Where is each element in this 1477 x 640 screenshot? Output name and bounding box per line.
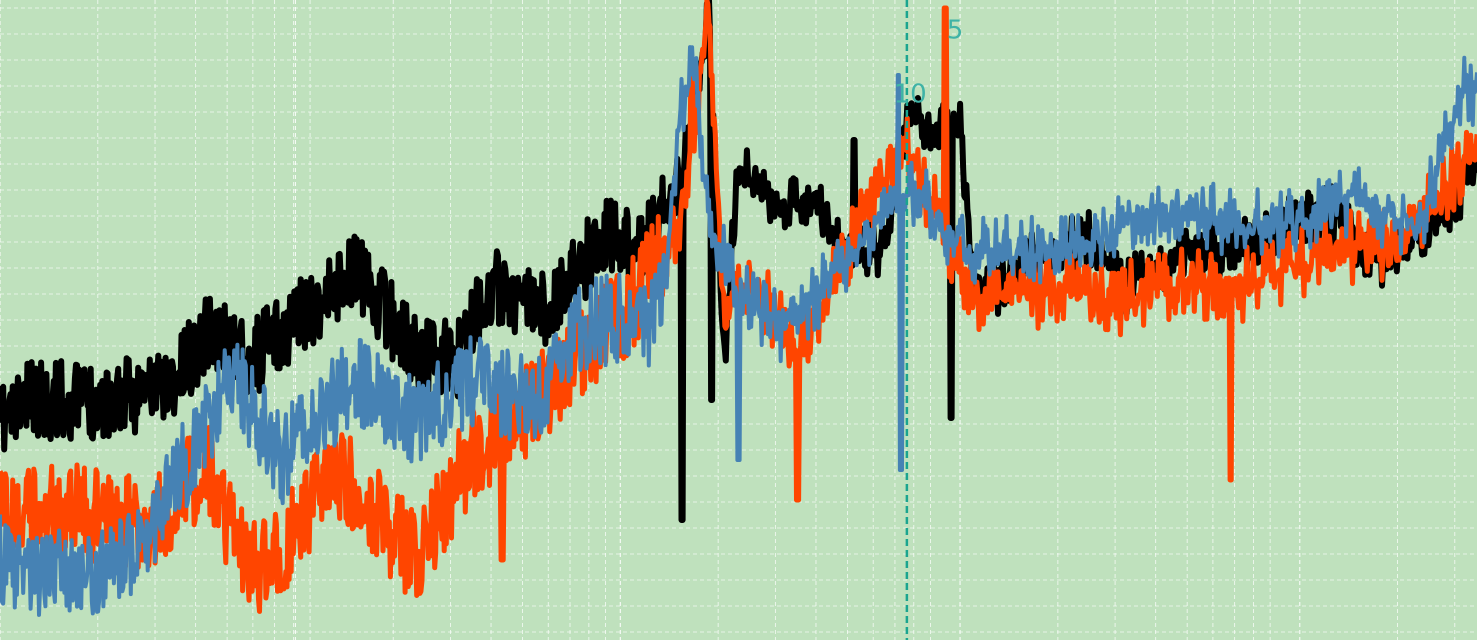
chart-series-group xyxy=(0,0,1477,617)
series-line-2 xyxy=(0,45,1477,617)
series-line-1 xyxy=(0,0,1477,614)
annotation-5: 5 xyxy=(947,15,964,45)
annotation-10: 10 xyxy=(894,79,927,109)
chart-annotations: 10 5 xyxy=(894,15,964,109)
